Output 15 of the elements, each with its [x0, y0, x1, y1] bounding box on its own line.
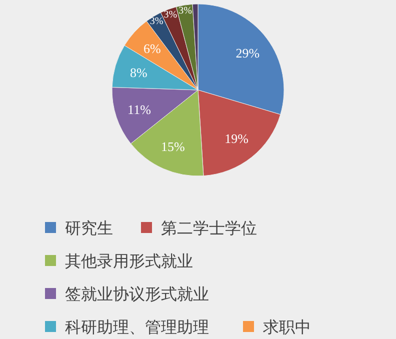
- legend-label: 其他录用形式就业: [65, 252, 193, 270]
- legend-label: 第二学士学位: [161, 218, 257, 238]
- legend-label: 研究生: [65, 218, 113, 238]
- data-label: 6%: [143, 40, 161, 56]
- data-label: 19%: [224, 130, 249, 146]
- legend-label: 科研助理、管理助理: [65, 318, 209, 336]
- data-label: 29%: [236, 45, 260, 60]
- data-label: 3%: [150, 16, 164, 28]
- data-label: 11%: [128, 102, 152, 118]
- data-label: 3%: [178, 6, 192, 17]
- legend-label: 签就业协议形式就业: [65, 284, 209, 304]
- data-label: 8%: [130, 64, 148, 80]
- legend-label: 求职中: [263, 318, 311, 336]
- data-label: 15%: [161, 139, 186, 154]
- data-label: 3%: [164, 9, 178, 20]
